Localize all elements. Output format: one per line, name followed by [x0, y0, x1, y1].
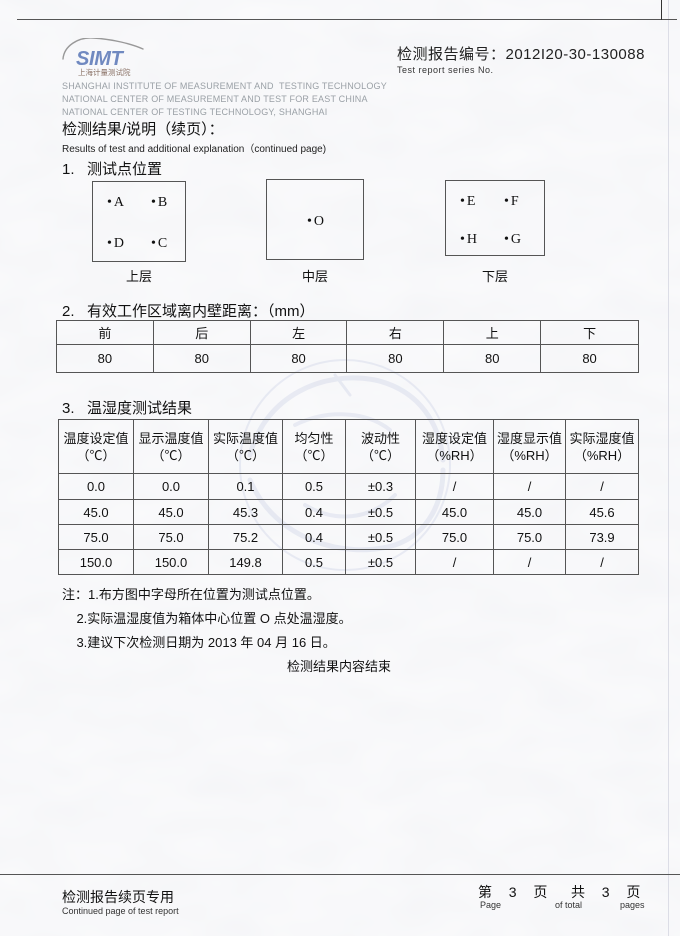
svg-text:上海计量测试院: 上海计量测试院	[78, 67, 131, 77]
svg-text:SIMT: SIMT	[76, 48, 125, 70]
